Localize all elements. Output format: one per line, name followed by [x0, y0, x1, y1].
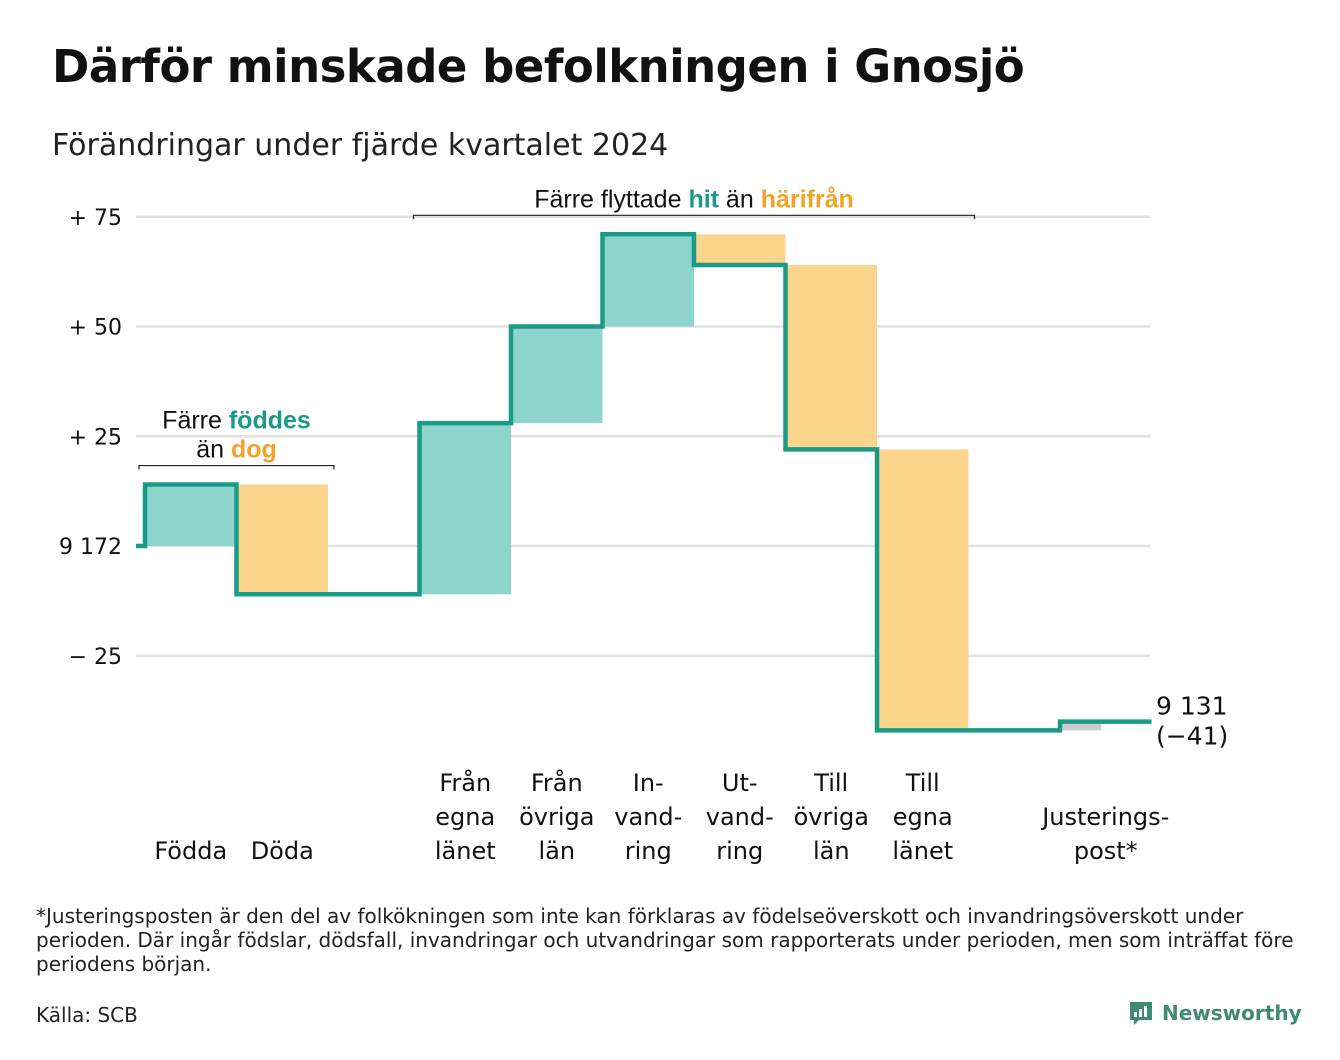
waterfall-bar [1060, 721, 1102, 731]
waterfall-bar [236, 484, 328, 595]
y-tick-label: + 75 [69, 206, 122, 231]
chart-subtitle: Förändringar under fjärde kvartalet 2024 [52, 128, 669, 163]
category-label: Till övriga län [794, 769, 869, 865]
source-label: Källa: SCB [36, 1003, 138, 1027]
waterfall-bar [419, 423, 511, 595]
category-label: Födda [154, 837, 227, 865]
waterfall-bar [145, 484, 237, 546]
net-change-label: (−41) [1156, 722, 1228, 751]
annotation-text: Färre föddes [162, 407, 311, 435]
waterfall-bar [511, 326, 603, 424]
waterfall-bar [785, 265, 877, 450]
category-label: Justerings-post* [1040, 803, 1169, 865]
annotation-text: Färre flyttade hit än härifrån [534, 185, 854, 213]
waterfall-chart: + 75 + 50 + 25 9 172 − 25 Födda Döda Från egna lä… [59, 185, 1228, 865]
category-label: Ut-vand-ring [706, 769, 774, 865]
category-label: Döda [251, 837, 314, 865]
y-tick-label: − 25 [69, 645, 122, 670]
category-label: Från övriga län [519, 768, 594, 865]
chart-title: Därför minskade befolkningen i Gnosjö [52, 40, 1025, 93]
newsworthy-logo-icon [1130, 1002, 1152, 1025]
end-value-label: 9 131 [1156, 692, 1228, 721]
annotation-bracket [412, 214, 976, 220]
category-label: In-vand-ring [614, 769, 682, 865]
y-tick-label: 9 172 [59, 535, 122, 560]
brand-name: Newsworthy [1162, 1001, 1302, 1025]
y-tick-label: + 50 [69, 316, 122, 341]
annotation-text: än dog [196, 436, 277, 464]
annotation-bracket [138, 464, 335, 470]
y-tick-label: + 25 [69, 425, 122, 450]
brand-logo: Newsworthy [1128, 998, 1302, 1028]
waterfall-bar [877, 449, 969, 731]
category-label: Från egna länet [435, 768, 496, 865]
cumulative-line [136, 232, 1152, 733]
footnote: *Justeringsposten är den del av folkökni… [36, 904, 1294, 976]
waterfall-bar [602, 234, 694, 327]
waterfall-bar [694, 234, 786, 266]
category-label: Till egna länet [892, 769, 953, 865]
